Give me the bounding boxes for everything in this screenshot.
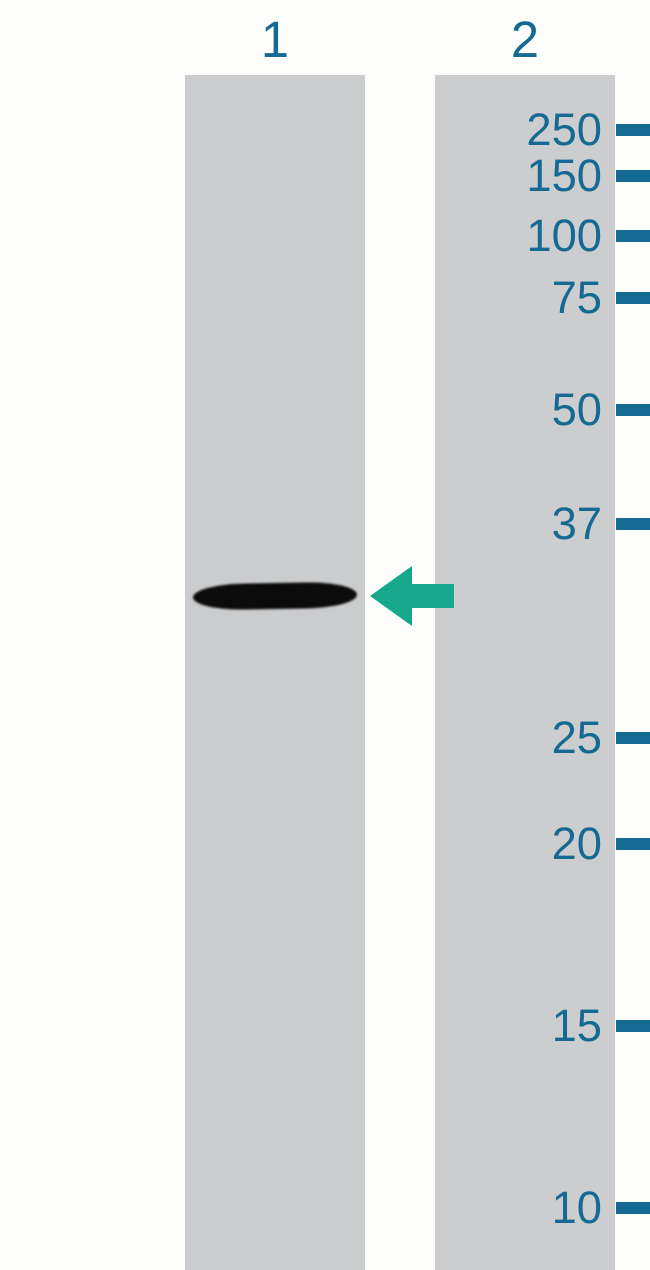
blot-canvas: 1 2 250150 100 75 50 37 25 20 15 10 <box>0 0 650 1270</box>
mw-marker-dash <box>616 838 650 850</box>
mw-marker: 75 <box>475 275 650 320</box>
lane-1 <box>185 75 365 1270</box>
mw-marker: 250 <box>475 107 650 152</box>
mw-marker-dash <box>616 1020 650 1032</box>
arrow-shaft <box>412 584 454 608</box>
mw-marker-label: 75 <box>552 272 602 324</box>
mw-marker: 10 <box>475 1185 650 1230</box>
target-arrow-icon <box>370 566 454 626</box>
mw-marker-label: 50 <box>552 384 602 436</box>
mw-marker: 150 <box>475 153 650 198</box>
band-main <box>193 582 357 611</box>
mw-marker-label: 100 <box>526 210 602 262</box>
mw-marker-label: 250 <box>526 104 602 156</box>
mw-marker: 100 <box>475 213 650 258</box>
mw-marker: 50 <box>475 387 650 432</box>
mw-marker-label: 150 <box>526 150 602 202</box>
mw-marker-dash <box>616 404 650 416</box>
mw-marker: 37 <box>475 501 650 546</box>
mw-marker-label: 10 <box>552 1182 602 1234</box>
mw-marker-dash <box>616 732 650 744</box>
arrow-head-icon <box>370 566 412 626</box>
mw-marker-label: 37 <box>552 498 602 550</box>
mw-marker-dash <box>616 518 650 530</box>
mw-marker-label: 20 <box>552 818 602 870</box>
mw-marker-dash <box>616 124 650 136</box>
mw-marker-label: 15 <box>552 1000 602 1052</box>
lane-1-label: 1 <box>185 10 365 70</box>
mw-marker-dash <box>616 230 650 242</box>
mw-marker: 25 <box>475 715 650 760</box>
mw-marker: 15 <box>475 1003 650 1048</box>
mw-marker: 20 <box>475 821 650 866</box>
mw-marker-dash <box>616 1202 650 1214</box>
mw-marker-dash <box>616 170 650 182</box>
mw-marker-label: 25 <box>552 712 602 764</box>
lane-2-label: 2 <box>435 10 615 70</box>
mw-marker-dash <box>616 292 650 304</box>
